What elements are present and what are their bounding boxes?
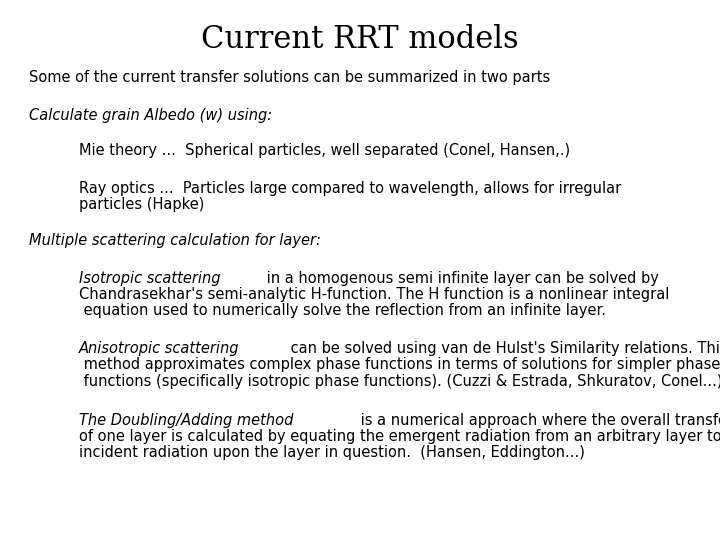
Text: equation used to numerically solve the reflection from an infinite layer.: equation used to numerically solve the r…	[79, 303, 606, 319]
Text: Ray optics ...  Particles large compared to wavelength, allows for irregular: Ray optics ... Particles large compared …	[79, 181, 621, 196]
Text: Anisotropic scattering: Anisotropic scattering	[79, 341, 240, 356]
Text: particles (Hapke): particles (Hapke)	[79, 197, 204, 212]
Text: is a numerical approach where the overall transfer properties: is a numerical approach where the overal…	[356, 413, 720, 428]
Text: The Doubling/Adding method: The Doubling/Adding method	[79, 413, 294, 428]
Text: Calculate grain Albedo (w) using:: Calculate grain Albedo (w) using:	[29, 108, 272, 123]
Text: incident radiation upon the layer in question.  (Hansen, Eddington...): incident radiation upon the layer in que…	[79, 446, 585, 461]
Text: of one layer is calculated by equating the emergent radiation from an arbitrary : of one layer is calculated by equating t…	[79, 429, 720, 444]
Text: Isotropic scattering: Isotropic scattering	[79, 271, 221, 286]
Text: Some of the current transfer solutions can be summarized in two parts: Some of the current transfer solutions c…	[29, 70, 550, 85]
Text: in a homogenous semi infinite layer can be solved by: in a homogenous semi infinite layer can …	[262, 271, 659, 286]
Text: Mie theory ...  Spherical particles, well separated (Conel, Hansen,.): Mie theory ... Spherical particles, well…	[79, 143, 570, 158]
Text: functions (specifically isotropic phase functions). (Cuzzi & Estrada, Shkuratov,: functions (specifically isotropic phase …	[79, 374, 720, 389]
Text: Multiple scattering calculation for layer:: Multiple scattering calculation for laye…	[29, 233, 320, 248]
Text: Current RRT models: Current RRT models	[201, 24, 519, 55]
Text: Chandrasekhar's semi-analytic H-function. The H function is a nonlinear integral: Chandrasekhar's semi-analytic H-function…	[79, 287, 670, 302]
Text: can be solved using van de Hulst's Similarity relations. This: can be solved using van de Hulst's Simil…	[287, 341, 720, 356]
Text: method approximates complex phase functions in terms of solutions for simpler ph: method approximates complex phase functi…	[79, 357, 720, 373]
